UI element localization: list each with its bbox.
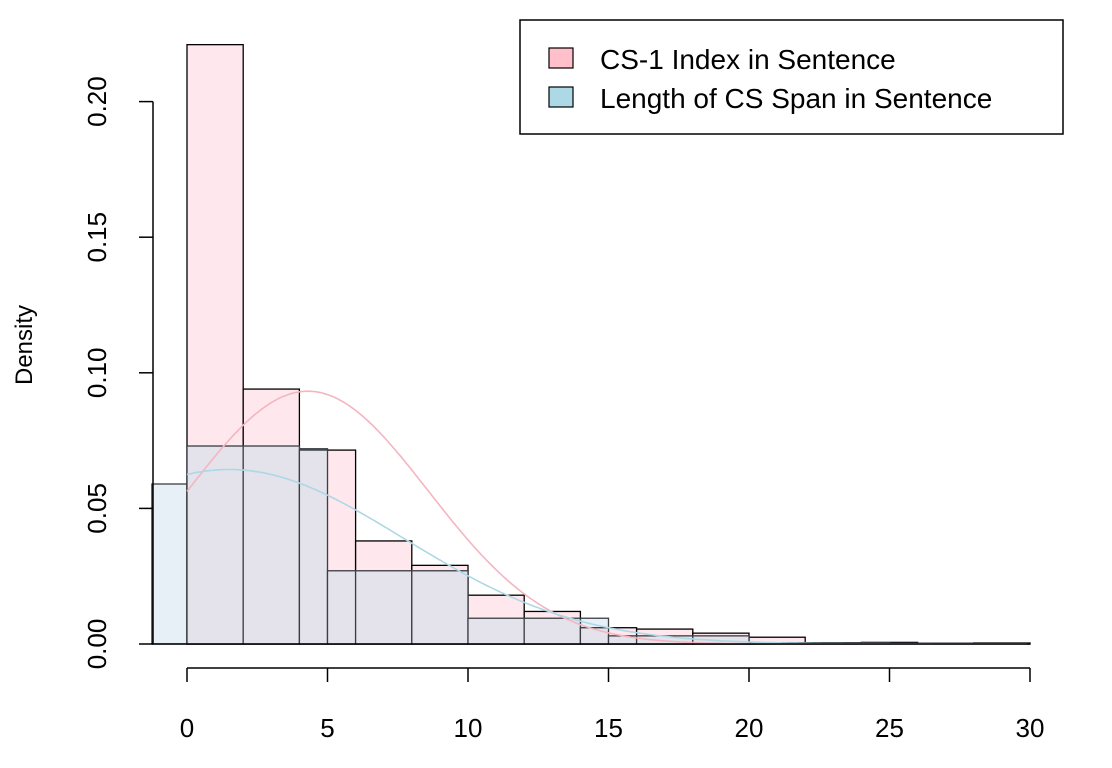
y-tick-label-0: 0.00 bbox=[82, 619, 112, 670]
y-tick-label-4: 0.20 bbox=[82, 76, 112, 127]
x-tick-label-30: 30 bbox=[1016, 713, 1045, 743]
legend-swatch-span-length bbox=[548, 86, 574, 108]
span-length-bar-0 bbox=[151, 483, 188, 645]
legend: CS-1 Index in Sentence Length of CS Span… bbox=[519, 19, 1064, 135]
x-tick-label-20: 20 bbox=[735, 713, 764, 743]
y-tick-label-2: 0.10 bbox=[82, 347, 112, 398]
y-tick-label-1: 0.05 bbox=[82, 483, 112, 534]
overlap-bars bbox=[186, 445, 1031, 645]
x-tick-label-25: 25 bbox=[875, 713, 904, 743]
y-axis-title: Density bbox=[11, 305, 38, 385]
overlap-bar-9-7 bbox=[579, 627, 610, 645]
x-tick-label-15: 15 bbox=[594, 713, 623, 743]
overlap-bar-1-0 bbox=[186, 445, 244, 645]
x-tick-label-5: 5 bbox=[320, 713, 334, 743]
legend-swatch-cs-index bbox=[548, 47, 574, 69]
legend-label-cs-index: CS-1 Index in Sentence bbox=[600, 44, 896, 75]
overlap-bar-3-2 bbox=[298, 449, 329, 645]
legend-label-span-length: Length of CS Span in Sentence bbox=[600, 83, 992, 114]
overlap-bar-2-1 bbox=[242, 445, 301, 645]
overlap-bar-7-5 bbox=[467, 617, 525, 645]
x-tick-label-10: 10 bbox=[454, 713, 483, 743]
legend-box bbox=[519, 19, 1064, 135]
overlap-bar-4-2 bbox=[326, 570, 357, 645]
axes: 0 5 10 15 20 25 30 0.00 0.05 0.10 0.15 0.20 bbox=[82, 76, 1044, 743]
overlap-bar-6-4 bbox=[411, 570, 469, 645]
x-tick-label-0: 0 bbox=[180, 713, 194, 743]
overlap-bar-5-3 bbox=[354, 570, 413, 645]
y-tick-label-3: 0.15 bbox=[82, 212, 112, 263]
